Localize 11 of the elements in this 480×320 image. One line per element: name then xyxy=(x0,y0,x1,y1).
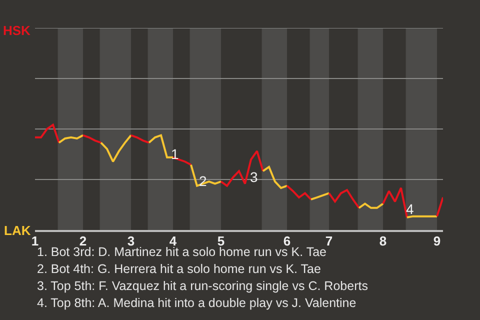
x-tick-label: 1 xyxy=(31,234,39,249)
x-tick-label: 8 xyxy=(379,234,387,249)
text: HSK xyxy=(3,23,32,38)
x-tick-label: 7 xyxy=(325,234,333,249)
annotation: 4 xyxy=(406,201,414,217)
x-tick-label: 9 xyxy=(433,234,441,249)
text: 3. Top 5th: F. Vazquez hit a run-scoring single vs C. Roberts xyxy=(37,279,368,293)
text: 2. Bot 4th: G. Herrera hit a solo home run vs K. Tae xyxy=(37,262,321,276)
text: 4. Top 8th: A. Medina hit into a double play vs J. Valentine xyxy=(37,296,356,310)
text: LAK xyxy=(4,223,32,238)
annotation: 3 xyxy=(250,169,258,185)
